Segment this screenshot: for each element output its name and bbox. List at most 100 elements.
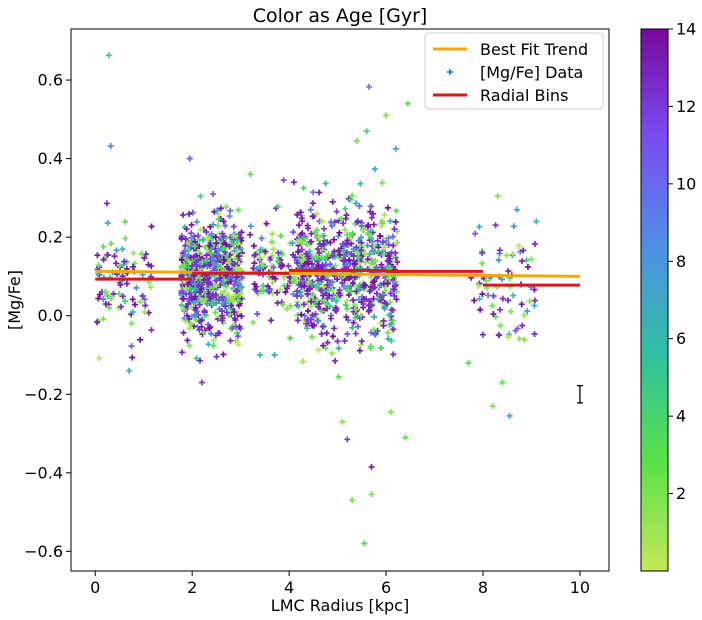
data-point <box>349 324 356 331</box>
data-point <box>191 243 198 250</box>
data-point <box>220 256 227 263</box>
data-point <box>391 253 398 260</box>
data-point <box>362 259 369 266</box>
data-point <box>270 246 277 253</box>
data-point <box>105 52 112 59</box>
data-point <box>315 304 322 311</box>
legend: Best Fit Trend [Mg/Fe] Data Radial Bins <box>424 32 604 110</box>
data-point <box>104 251 111 258</box>
data-point <box>368 463 375 470</box>
data-point <box>95 262 102 269</box>
data-point <box>129 296 136 303</box>
data-point <box>130 263 137 270</box>
x-tick-label: 4 <box>284 578 294 597</box>
data-point <box>225 275 232 282</box>
data-point <box>227 207 234 214</box>
data-point <box>319 323 326 330</box>
x-tick-label: 2 <box>187 578 197 597</box>
data-point <box>329 279 336 286</box>
data-point <box>366 83 373 90</box>
data-point <box>506 412 513 419</box>
data-point <box>199 236 206 243</box>
data-point <box>213 207 220 214</box>
data-point <box>217 205 224 212</box>
data-point <box>384 280 391 287</box>
data-point <box>344 287 351 294</box>
data-point <box>331 219 338 226</box>
best-fit-trend-line <box>95 269 580 278</box>
data-point <box>352 306 359 313</box>
data-point <box>247 223 254 230</box>
data-point <box>497 322 504 329</box>
data-point <box>182 242 189 249</box>
data-point <box>139 292 146 299</box>
data-point <box>318 330 325 337</box>
y-tick-label: 0.0 <box>38 306 63 325</box>
data-point <box>197 288 204 295</box>
data-point <box>363 296 370 303</box>
data-point <box>181 261 188 268</box>
data-point <box>208 256 215 263</box>
data-point <box>341 226 348 233</box>
data-point <box>226 298 233 305</box>
data-point <box>234 287 241 294</box>
data-point <box>282 289 289 296</box>
data-point <box>329 198 336 205</box>
data-point <box>227 337 234 344</box>
data-point <box>247 231 254 238</box>
data-point <box>110 290 117 297</box>
colorbar-tick-label: 12 <box>676 97 696 116</box>
data-point <box>356 347 363 354</box>
data-point <box>230 223 237 230</box>
data-point <box>279 301 286 308</box>
data-point <box>298 311 305 318</box>
data-point <box>328 296 335 303</box>
data-point <box>223 283 230 290</box>
data-point <box>340 220 347 227</box>
data-point <box>271 351 278 358</box>
data-point <box>385 335 392 342</box>
data-point <box>198 285 205 292</box>
data-point <box>179 288 186 295</box>
colorbar-tick-label: 6 <box>676 329 686 348</box>
data-point <box>368 491 375 498</box>
data-point <box>253 266 260 273</box>
data-point <box>232 316 239 323</box>
data-point <box>257 246 264 253</box>
data-point <box>226 243 233 250</box>
data-point <box>231 309 238 316</box>
data-point <box>310 189 317 196</box>
data-point <box>371 326 378 333</box>
data-point <box>234 330 241 337</box>
data-point <box>514 325 521 332</box>
data-point <box>370 210 377 217</box>
data-point <box>192 311 199 318</box>
data-point <box>309 213 316 220</box>
data-point <box>319 218 326 225</box>
data-point <box>378 223 385 230</box>
data-point <box>219 317 226 324</box>
data-point <box>270 264 277 271</box>
data-point <box>100 256 107 263</box>
data-point <box>499 276 506 283</box>
data-point <box>111 253 118 260</box>
data-point <box>390 233 397 240</box>
data-point <box>379 239 386 246</box>
data-point <box>252 251 259 258</box>
data-point <box>387 290 394 297</box>
data-point <box>339 418 346 425</box>
data-point <box>308 230 315 237</box>
data-point <box>238 313 245 320</box>
data-point <box>313 254 320 261</box>
data-point <box>337 292 344 299</box>
data-point <box>212 309 219 316</box>
data-point <box>121 298 128 305</box>
data-point <box>185 300 192 307</box>
data-point <box>263 220 270 227</box>
data-point <box>210 337 217 344</box>
data-point <box>353 137 360 144</box>
data-point <box>216 330 223 337</box>
data-point <box>100 315 107 322</box>
data-point <box>393 207 400 214</box>
data-point <box>316 189 323 196</box>
